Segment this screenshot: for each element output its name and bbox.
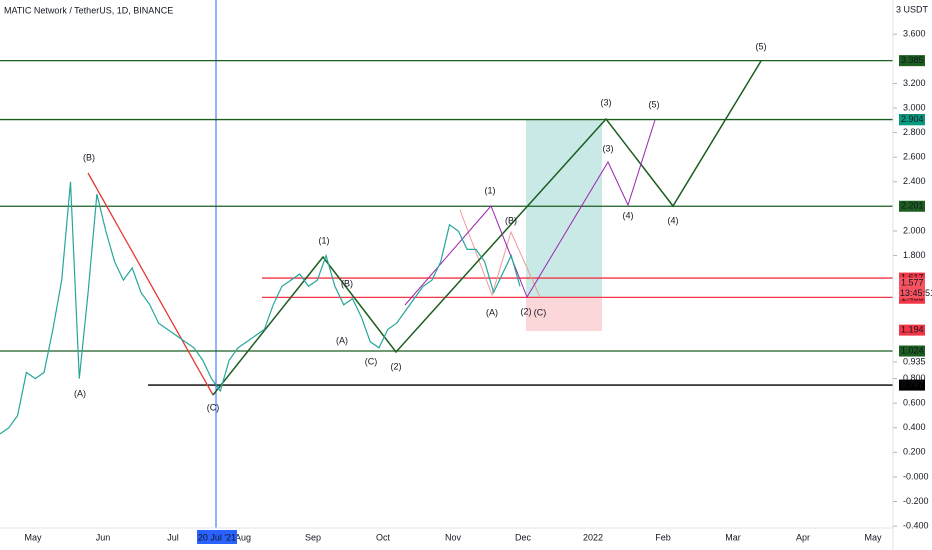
x-tick-label: Jul xyxy=(167,532,179,542)
x-tick-label: Feb xyxy=(655,532,671,542)
y-tick-label: 2.400 xyxy=(903,176,926,186)
wave-purple xyxy=(404,119,656,306)
x-tick-label: Dec xyxy=(515,532,532,542)
price-badge-label: 1.024 xyxy=(901,345,924,355)
loss-zone xyxy=(526,298,602,331)
price-badge xyxy=(899,324,925,336)
wave-label: (A) xyxy=(486,307,498,317)
wave-label: (5) xyxy=(756,41,767,51)
y-tick-label: 3.600 xyxy=(903,29,926,39)
wave-label: (2) xyxy=(391,361,402,371)
x-tick-label: Aug xyxy=(235,532,251,542)
wave-label: (3) xyxy=(603,143,614,153)
x-tick-label: Sep xyxy=(305,532,321,542)
x-tick-label: 2022 xyxy=(583,532,603,542)
wave-label: (4) xyxy=(623,210,634,220)
y-tick-label: 3.000 xyxy=(903,102,926,112)
y-tick-label: 3.200 xyxy=(903,78,926,88)
x-tick-label: Mar xyxy=(725,532,741,542)
chart-title: MATIC Network / TetherUS, 1D, BINANCE xyxy=(4,5,173,15)
price-line xyxy=(0,181,521,435)
x-tick-label: Oct xyxy=(376,532,391,542)
y-tick-label: 0.935 xyxy=(903,356,926,366)
currency: 3 USDT xyxy=(896,4,929,14)
price-badge-label: 2.904 xyxy=(901,114,924,124)
wave-label: (C) xyxy=(207,402,220,412)
y-tick-label: 2.000 xyxy=(903,225,926,235)
y-tick-label: 0.600 xyxy=(903,398,926,408)
y-tick-label: -0.200 xyxy=(903,496,929,506)
wave-label: (4) xyxy=(668,215,679,225)
wave-label: (1) xyxy=(319,235,330,245)
countdown-box xyxy=(899,288,925,299)
price-badge-label: 3.385 xyxy=(901,55,924,65)
x-tick-label: Jun xyxy=(96,532,111,542)
x-tick-label: Nov xyxy=(445,532,462,542)
wave-label: (1) xyxy=(485,185,496,195)
wave-red-minor xyxy=(459,209,541,298)
price-badge xyxy=(899,379,925,391)
wave-label: (5) xyxy=(649,99,660,109)
wave-red xyxy=(87,172,214,396)
price-badge-label: 2.201 xyxy=(901,201,924,211)
wave-label: (B) xyxy=(341,278,353,288)
y-tick-label: 2.800 xyxy=(903,127,926,137)
price-badge xyxy=(899,345,925,357)
wave-label: (3) xyxy=(601,97,612,107)
wave-label: (C) xyxy=(365,356,378,366)
wave-label: (A) xyxy=(74,388,86,398)
x-tick-label: Apr xyxy=(796,532,810,542)
y-tick-label: 2.600 xyxy=(903,152,926,162)
price-badge-label: 0.747 xyxy=(901,379,924,389)
profit-zone xyxy=(526,119,602,298)
price-badge xyxy=(899,277,925,289)
x-tick-label: May xyxy=(24,532,42,542)
wave-label: (B) xyxy=(505,215,517,225)
wave-label: (C) xyxy=(534,307,547,317)
cursor-date: 20 Jul '21 xyxy=(198,532,236,542)
y-tick-label: -0.000 xyxy=(903,471,929,481)
wave-label: (A) xyxy=(336,335,348,345)
wave-label: (B) xyxy=(83,152,95,162)
countdown: 13:45:51 xyxy=(900,288,932,298)
cursor-date-box xyxy=(197,530,237,544)
y-tick-label: -0.400 xyxy=(903,521,929,531)
price-badge-label: 1.194 xyxy=(901,324,924,334)
x-tick-label: May xyxy=(864,532,882,542)
y-tick-label: 0.400 xyxy=(903,422,926,432)
price-badge xyxy=(899,55,925,67)
price-badge xyxy=(899,200,925,212)
y-tick-label: 1.800 xyxy=(903,250,926,260)
price-badge-label: 1.577 xyxy=(901,277,924,287)
price-badge xyxy=(899,114,925,126)
wave-label: (2) xyxy=(521,306,532,316)
wave-green xyxy=(212,60,762,396)
price-badge-label: 1.617 xyxy=(901,272,924,282)
y-tick-label: 0.800 xyxy=(903,373,926,383)
y-tick-label: 0.200 xyxy=(903,447,926,457)
